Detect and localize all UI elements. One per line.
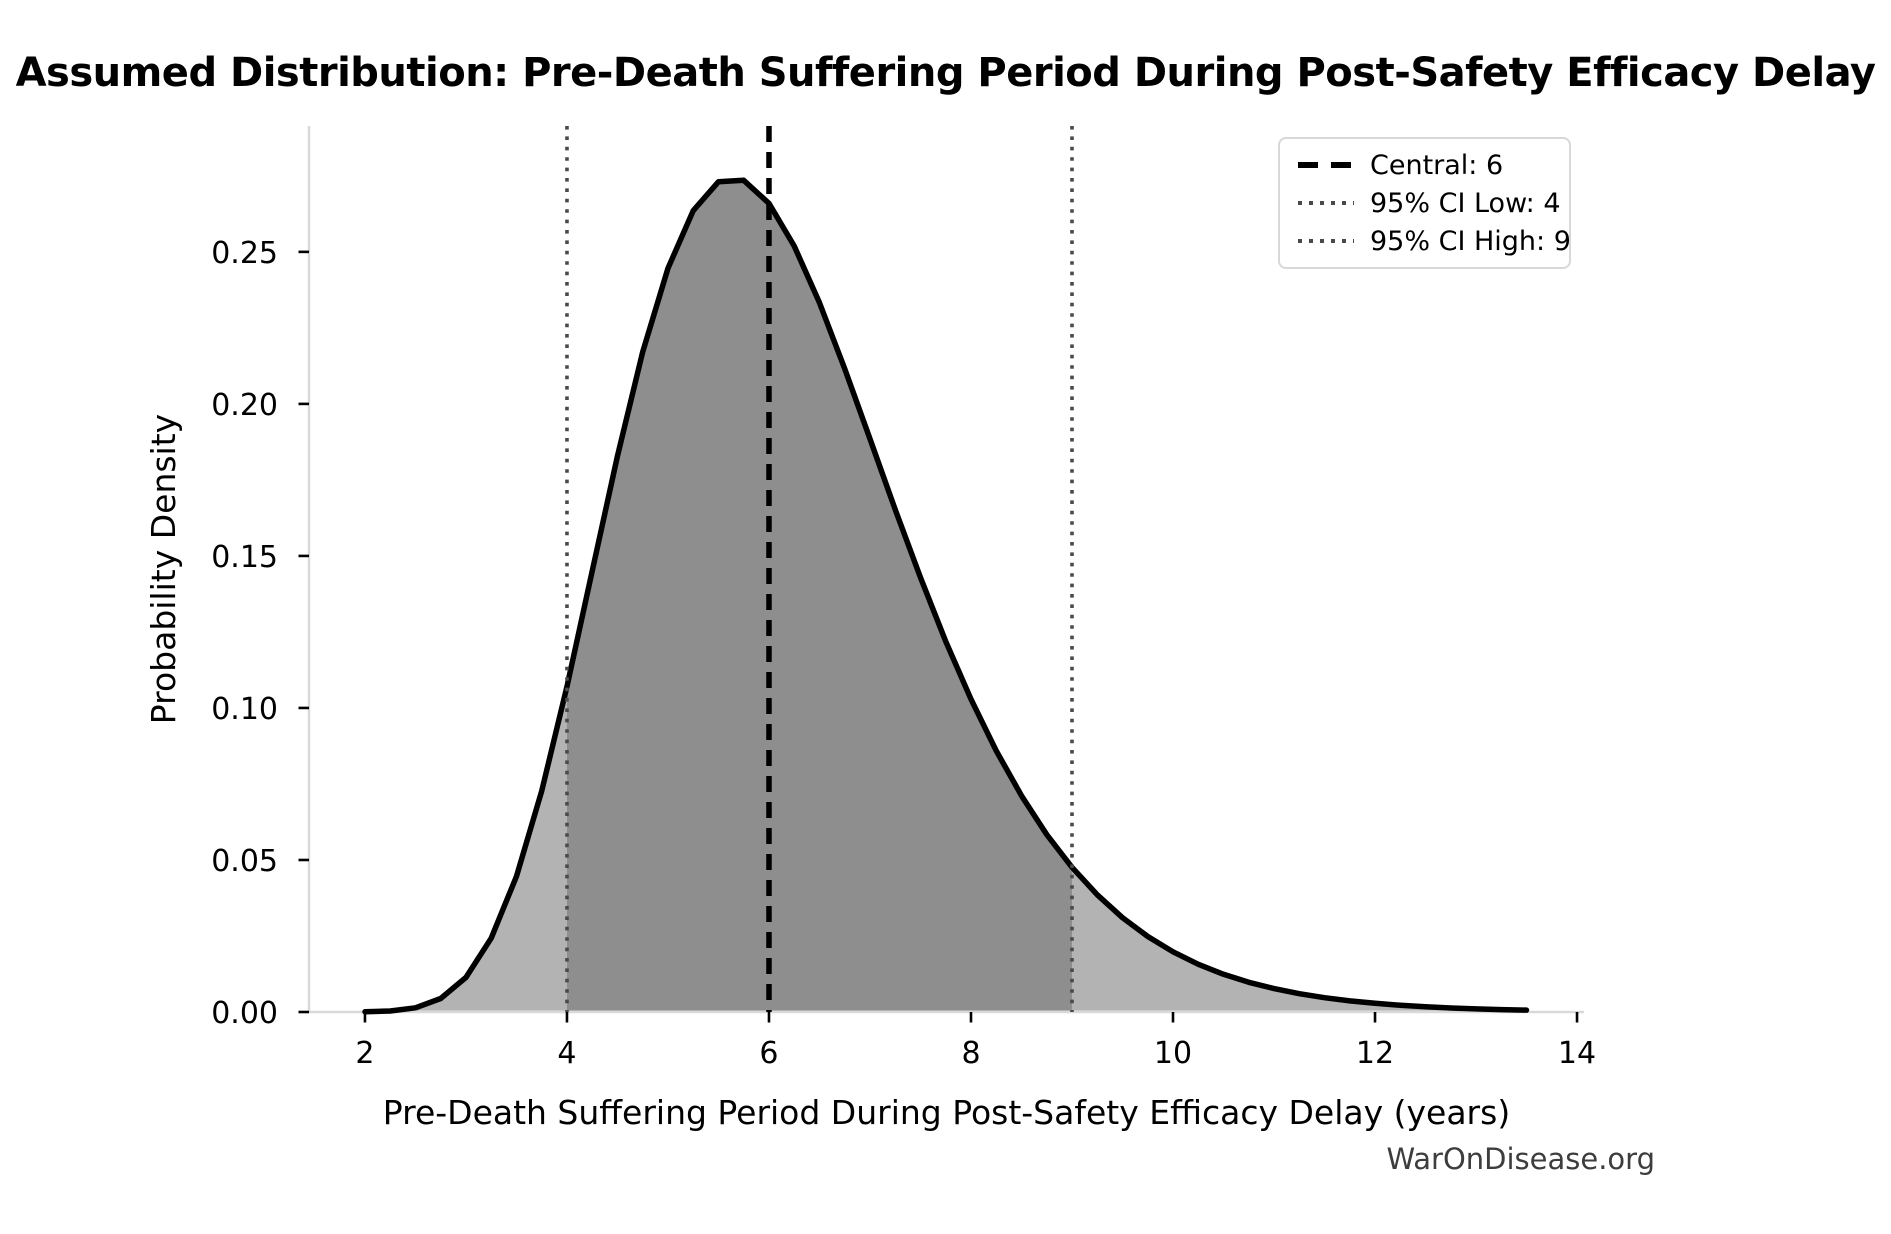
dotted-line-sample-icon	[1298, 239, 1354, 243]
legend: Central: 6 95% CI Low: 4 95% CI High: 9	[1278, 137, 1571, 269]
y-tick-label: 0.15	[211, 540, 278, 575]
legend-label: 95% CI Low: 4	[1370, 188, 1561, 219]
x-tick-label: 6	[759, 1036, 778, 1071]
x-tick-label: 4	[557, 1036, 576, 1071]
x-tick-label: 10	[1154, 1036, 1192, 1071]
y-tick-label: 0.25	[211, 236, 278, 271]
legend-label: 95% CI High: 9	[1370, 226, 1571, 257]
dashed-line-sample-icon	[1298, 162, 1354, 168]
x-tick-label: 2	[355, 1036, 374, 1071]
y-tick-label: 0.05	[211, 844, 278, 879]
y-tick-label: 0.20	[211, 388, 278, 423]
y-tick-label: 0.00	[211, 996, 278, 1031]
y-axis-label: Probability Density	[144, 414, 183, 724]
dotted-line-sample-icon	[1298, 201, 1354, 205]
y-tick-label: 0.10	[211, 692, 278, 727]
legend-label: Central: 6	[1370, 150, 1503, 181]
watermark: WarOnDisease.org	[0, 1142, 1655, 1176]
figure: Assumed Distribution: Pre-Death Sufferin…	[0, 0, 1891, 1234]
x-tick-label: 12	[1356, 1036, 1394, 1071]
x-tick-label: 8	[961, 1036, 980, 1071]
x-tick-label: 14	[1558, 1036, 1596, 1071]
legend-item-ci-low: 95% CI Low: 4	[1298, 184, 1559, 222]
legend-item-central: Central: 6	[1298, 146, 1559, 184]
x-axis-label: Pre-Death Suffering Period During Post-S…	[309, 1093, 1584, 1132]
legend-item-ci-high: 95% CI High: 9	[1298, 222, 1559, 260]
plot-area: Probability Density 2 4 6 8 10 12 14 0.00 0.05 0.…	[0, 0, 1891, 1234]
